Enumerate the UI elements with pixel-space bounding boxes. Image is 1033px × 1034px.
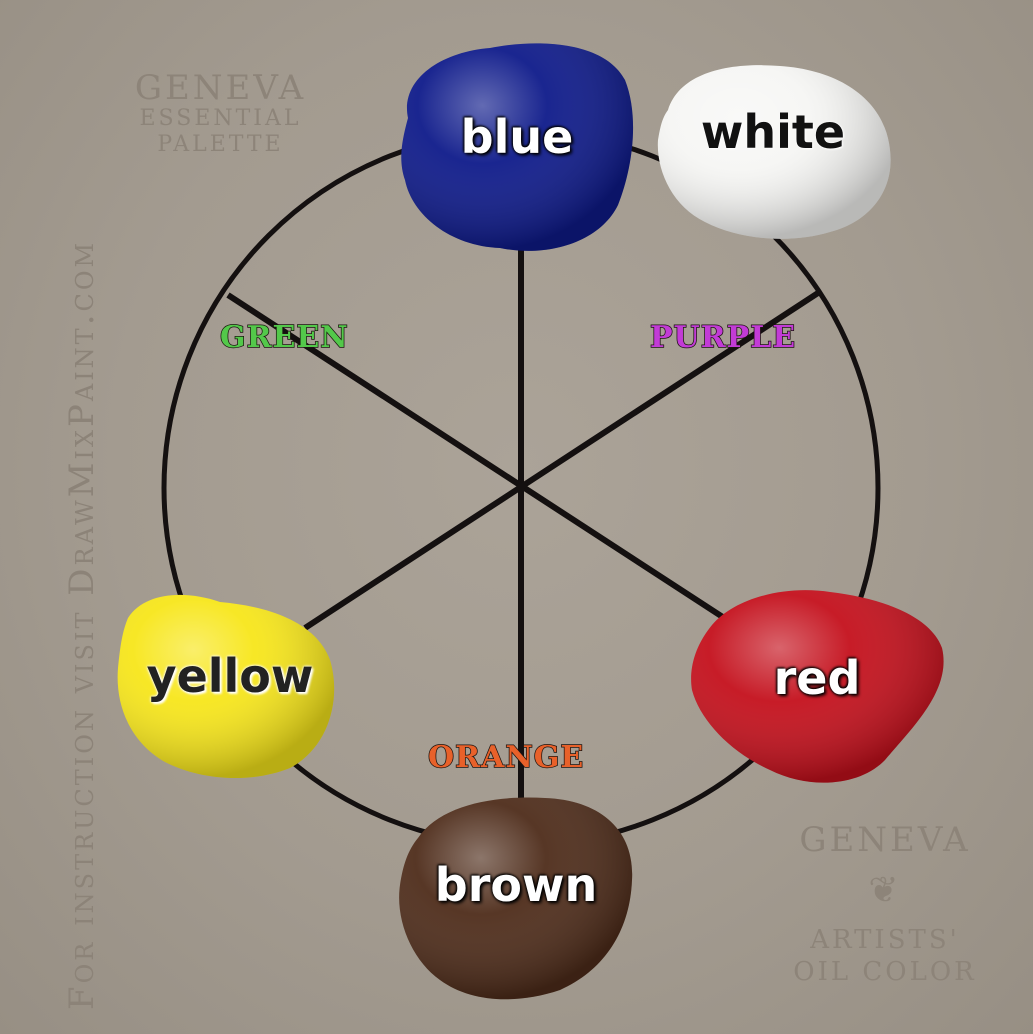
- brand-top-left: GENEVA ESSENTIAL PALETTE: [118, 70, 323, 158]
- paint-label-red: red: [773, 651, 861, 705]
- brand-subtitle-1: ESSENTIAL: [139, 106, 302, 131]
- brand-name: GENEVA: [799, 820, 971, 860]
- secondary-label-orange: ORANGE: [427, 739, 585, 776]
- paint-label-yellow: yellow: [146, 649, 314, 703]
- paint-blob-brown: [399, 797, 633, 1000]
- brand-subtitle-2: PALETTE: [157, 132, 284, 157]
- brand-bottom-right: GENEVA ❦ ARTISTS' OIL COLOR: [770, 822, 1000, 988]
- spoke-green-red: [226, 292, 737, 628]
- brand-subtitle-1: ARTISTS': [810, 925, 960, 955]
- paint-label-blue: blue: [460, 110, 574, 164]
- paint-blob-red: [691, 590, 944, 783]
- paint-blob-white: [657, 65, 891, 239]
- fleur-ornament-icon: ❦: [868, 870, 902, 911]
- paint-label-brown: brown: [434, 858, 598, 912]
- instruction-watermark: For instruction visit DrawMixPaint.com: [62, 239, 102, 1010]
- spoke-purple-yellow: [303, 290, 820, 631]
- brand-name: GENEVA: [134, 68, 307, 108]
- paint-blob-blue: [401, 43, 634, 251]
- secondary-label-purple: PURPLE: [649, 319, 797, 356]
- paint-label-white: white: [700, 105, 846, 159]
- brand-subtitle-2: OIL COLOR: [793, 957, 977, 987]
- secondary-label-green: GREEN: [219, 319, 349, 356]
- paint-blob-yellow: [117, 594, 335, 779]
